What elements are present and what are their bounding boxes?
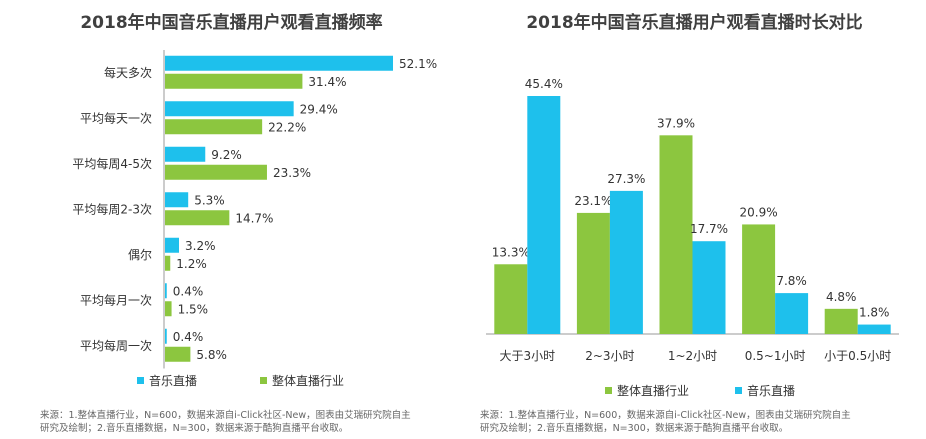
bar	[857, 324, 891, 334]
bar	[165, 55, 393, 71]
source-line-2: 研究及绘制；2.音乐直播数据，N=300，数据来源于酷狗直播平台收取。	[480, 423, 789, 434]
bar	[692, 241, 726, 334]
data-label: 9.2%	[211, 148, 242, 162]
category-label: 2~3小时	[585, 349, 634, 363]
legend-swatch	[260, 377, 267, 384]
bar	[576, 212, 610, 334]
legend-label: 整体直播行业	[272, 373, 344, 388]
data-label: 4.8%	[826, 290, 857, 304]
bar	[742, 224, 776, 334]
data-label: 52.1%	[399, 57, 437, 71]
data-label: 14.7%	[235, 211, 273, 225]
data-label: 23.3%	[273, 166, 311, 180]
bar	[165, 192, 189, 208]
legend-swatch	[605, 387, 612, 394]
category-label: 偶尔	[128, 247, 152, 262]
source-line-1: 来源：1.整体直播行业，N=600，数据来源自i-Click社区-New，图表由…	[480, 410, 851, 421]
category-label: 每天多次	[104, 65, 152, 80]
duration-chart-panel: 2018年中国音乐直播用户观看直播时长对比 13.3% 45.4% 大于3小时 23.…	[463, 0, 926, 439]
category-label: 平均每月一次	[80, 292, 152, 307]
bar	[165, 283, 167, 299]
data-label: 1.5%	[178, 302, 209, 316]
legend-swatch	[735, 387, 742, 394]
category-label: 大于3小时	[499, 349, 555, 363]
category-label: 1~2小时	[668, 349, 717, 363]
frequency-chart-svg: 每天多次 52.1% 31.4% 平均每天一次 29.4% 22.2% 平均每周4-5次 9.…	[72, 50, 437, 388]
frequency-chart-panel: 2018年中国音乐直播用户观看直播频率 每天多次 52.1% 31.4% 平均每天一次…	[40, 13, 460, 435]
data-label: 13.3%	[492, 245, 530, 259]
data-label: 27.3%	[607, 172, 645, 186]
category-label: 平均每周2-3次	[72, 201, 152, 216]
bar	[494, 264, 528, 334]
bar	[659, 135, 693, 334]
data-label: 1.2%	[176, 257, 207, 271]
data-label: 37.9%	[657, 116, 695, 130]
data-label: 5.3%	[194, 193, 225, 207]
source-line-2: 研究及绘制；2.音乐直播数据，N=300，数据来源于酷狗直播平台收取。	[40, 423, 349, 434]
category-label: 平均每天一次	[80, 110, 152, 125]
bar	[165, 255, 171, 271]
data-label: 29.4%	[300, 102, 338, 116]
data-label: 0.4%	[173, 330, 204, 344]
bar	[165, 301, 172, 317]
bar	[609, 190, 643, 334]
bar	[527, 96, 561, 334]
bar	[165, 210, 230, 226]
category-label: 平均每周一次	[80, 338, 152, 353]
legend-label: 整体直播行业	[617, 383, 689, 398]
category-label: 0.5~1小时	[745, 349, 806, 363]
source-line-1: 来源：1.整体直播行业，N=600，数据来源自i-Click社区-New，图表由…	[40, 410, 411, 421]
bar	[165, 146, 206, 162]
legend-label: 音乐直播	[149, 373, 197, 388]
data-label: 23.1%	[574, 194, 612, 208]
bar	[775, 293, 809, 334]
bar	[165, 119, 263, 135]
data-label: 0.4%	[173, 284, 204, 298]
data-label: 1.8%	[859, 306, 890, 320]
data-label: 3.2%	[185, 239, 216, 253]
frequency-source-note: 来源：1.整体直播行业，N=600，数据来源自i-Click社区-New，图表由…	[40, 409, 460, 435]
duration-chart-title: 2018年中国音乐直播用户观看直播时长对比	[526, 13, 863, 33]
legend-swatch	[137, 377, 144, 384]
data-label: 5.8%	[196, 348, 227, 362]
bar	[165, 73, 303, 89]
bar	[165, 237, 180, 253]
data-label: 22.2%	[268, 120, 306, 134]
data-label: 20.9%	[740, 205, 778, 219]
category-label: 小于0.5小时	[824, 349, 891, 363]
bar	[824, 308, 858, 334]
bar	[165, 328, 167, 344]
bar	[165, 101, 294, 117]
data-label: 17.7%	[690, 222, 728, 236]
duration-source-note: 来源：1.整体直播行业，N=600，数据来源自i-Click社区-New，图表由…	[480, 409, 920, 435]
category-label: 平均每周4-5次	[72, 156, 152, 171]
frequency-chart-title: 2018年中国音乐直播用户观看直播频率	[80, 13, 383, 33]
data-label: 31.4%	[308, 75, 346, 89]
data-label: 45.4%	[525, 77, 563, 91]
bar	[165, 164, 267, 180]
bar	[165, 346, 191, 362]
data-label: 7.8%	[776, 274, 807, 288]
duration-chart-svg: 13.3% 45.4% 大于3小时 23.1% 27.3% 2~3小时 37.9% 17.7%…	[486, 77, 899, 398]
legend-label: 音乐直播	[747, 383, 795, 398]
